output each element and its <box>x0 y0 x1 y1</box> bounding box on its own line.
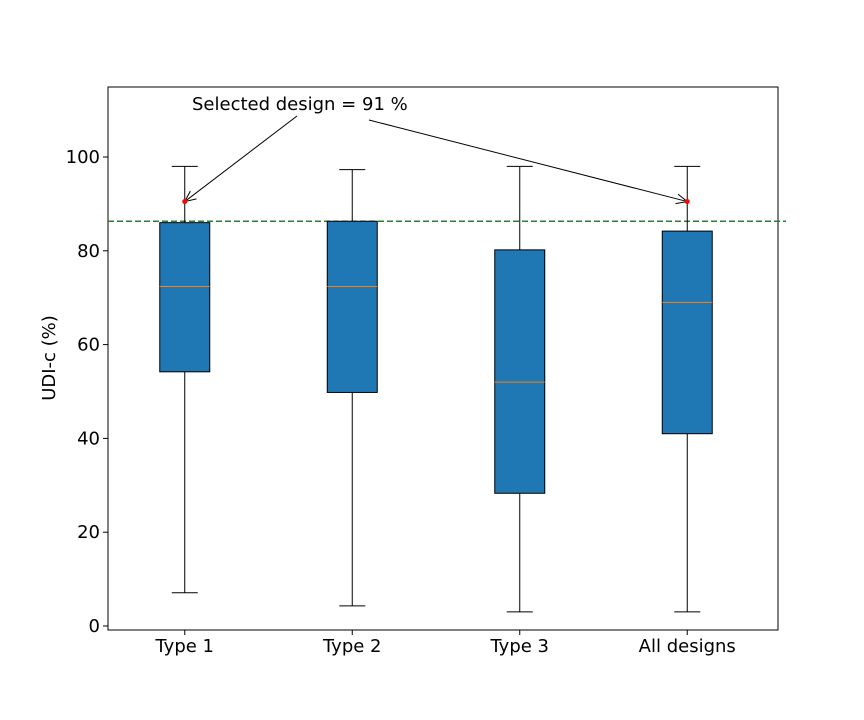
y-tick-label: 0 <box>89 616 100 637</box>
selected-design-marker <box>684 199 690 205</box>
y-tick-label: 80 <box>77 241 100 262</box>
box <box>159 222 211 373</box>
box-group <box>494 165 546 613</box>
annotation-arrow <box>185 115 298 202</box>
selected-design-marker <box>182 199 188 205</box>
box-group <box>661 165 713 613</box>
y-tick-label: 40 <box>77 428 100 449</box>
y-tick-label: 60 <box>77 335 100 356</box>
y-axis-title: UDI-c (%) <box>39 315 60 401</box>
y-tick-label: 100 <box>66 147 100 168</box>
annotation-arrow <box>368 119 687 202</box>
box <box>661 230 713 435</box>
x-tick-label: Type 3 <box>489 636 549 657</box>
box <box>494 249 546 494</box>
annotation-label: Selected design = 91 % <box>192 94 408 115</box>
box-group <box>326 169 378 607</box>
x-tick-label: Type 1 <box>154 636 214 657</box>
box-group <box>159 165 211 594</box>
x-tick-label: All designs <box>639 636 736 657</box>
plot-area-frame <box>107 86 779 631</box>
box <box>326 220 378 393</box>
x-tick-label: Type 2 <box>322 636 382 657</box>
y-tick-label: 20 <box>77 522 100 543</box>
